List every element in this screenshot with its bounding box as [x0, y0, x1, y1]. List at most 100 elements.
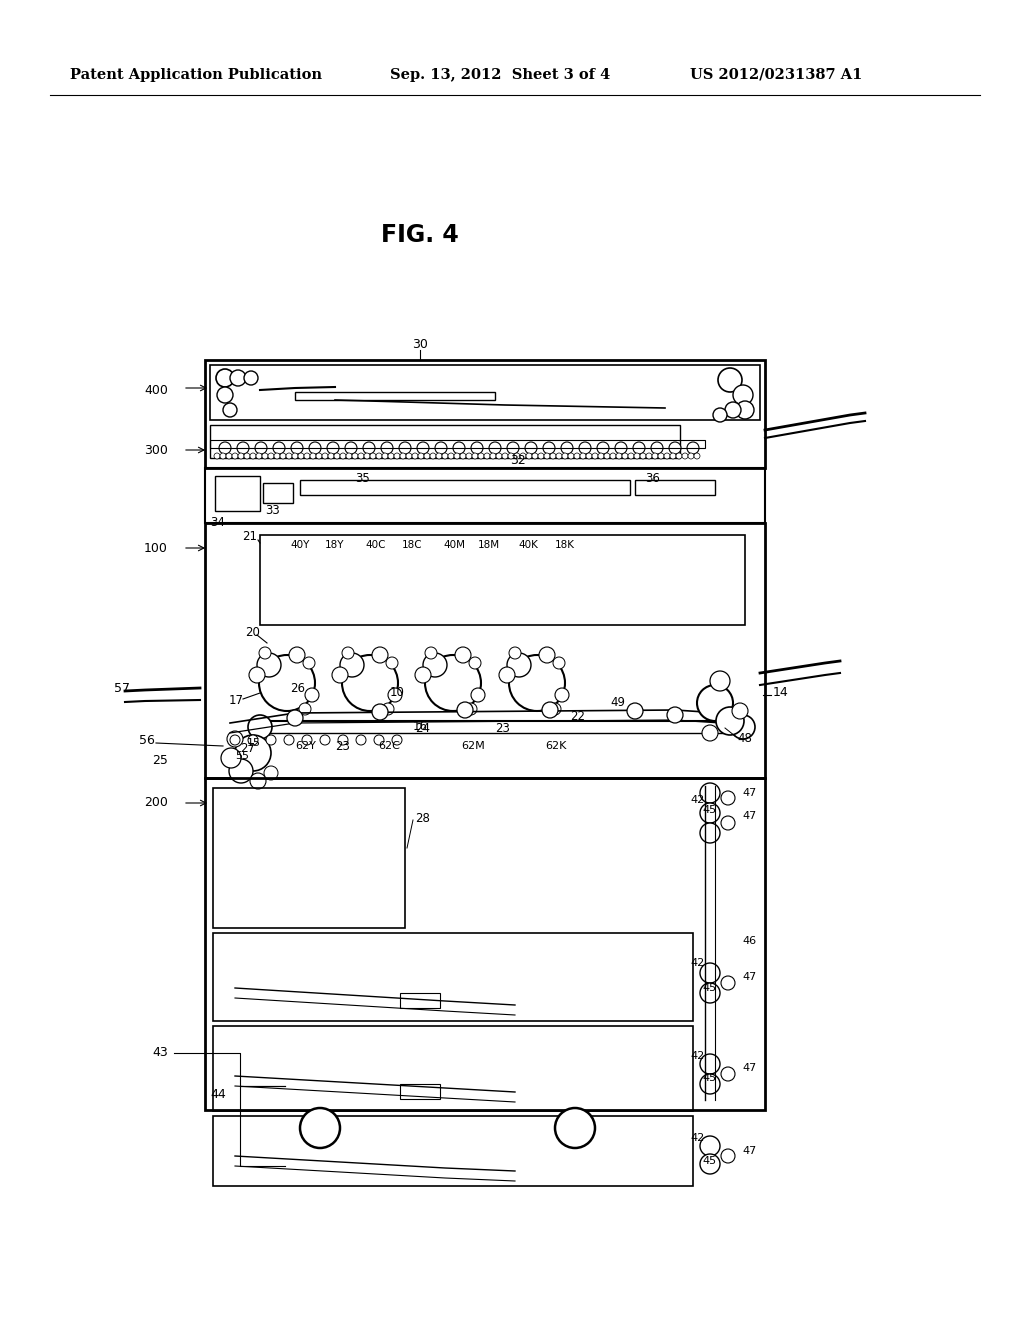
Circle shape — [700, 1053, 720, 1074]
Circle shape — [280, 453, 286, 459]
Circle shape — [532, 453, 538, 459]
Circle shape — [646, 453, 652, 459]
Bar — [400, 1084, 440, 1100]
Circle shape — [700, 1137, 720, 1156]
Circle shape — [478, 453, 484, 459]
Circle shape — [667, 708, 683, 723]
Circle shape — [327, 442, 339, 454]
Circle shape — [721, 791, 735, 805]
Text: 45: 45 — [702, 983, 716, 993]
Circle shape — [388, 688, 402, 702]
Circle shape — [340, 653, 364, 677]
Text: FIG. 4: FIG. 4 — [381, 223, 459, 247]
Text: 16: 16 — [413, 719, 427, 733]
Circle shape — [309, 442, 321, 454]
Circle shape — [298, 453, 304, 459]
Circle shape — [406, 453, 412, 459]
Text: 47: 47 — [742, 788, 757, 799]
Circle shape — [223, 403, 237, 417]
Circle shape — [374, 735, 384, 744]
Text: 62K: 62K — [545, 741, 566, 751]
Circle shape — [256, 453, 262, 459]
Circle shape — [219, 442, 231, 454]
Circle shape — [220, 453, 226, 459]
Circle shape — [250, 774, 266, 789]
Circle shape — [449, 453, 454, 459]
Bar — [210, 440, 705, 447]
Circle shape — [388, 453, 394, 459]
Bar — [205, 777, 765, 1110]
Circle shape — [702, 725, 718, 741]
Circle shape — [362, 442, 375, 454]
Circle shape — [700, 1154, 720, 1173]
Circle shape — [634, 453, 640, 459]
Circle shape — [292, 453, 298, 459]
Circle shape — [687, 442, 699, 454]
Circle shape — [264, 766, 278, 780]
Circle shape — [669, 442, 681, 454]
Text: 40M: 40M — [443, 540, 465, 550]
Circle shape — [291, 442, 303, 454]
Circle shape — [430, 453, 436, 459]
Circle shape — [721, 1148, 735, 1163]
Text: 47: 47 — [742, 810, 757, 821]
Circle shape — [579, 442, 591, 454]
Circle shape — [346, 453, 352, 459]
Circle shape — [266, 735, 276, 744]
Circle shape — [732, 704, 748, 719]
Circle shape — [598, 453, 604, 459]
Circle shape — [484, 453, 490, 459]
Circle shape — [394, 453, 400, 459]
Circle shape — [688, 453, 694, 459]
Text: 17: 17 — [229, 694, 244, 708]
Text: Sep. 13, 2012  Sheet 3 of 4: Sep. 13, 2012 Sheet 3 of 4 — [390, 69, 610, 82]
Text: 56: 56 — [139, 734, 155, 747]
Text: 20: 20 — [245, 627, 260, 639]
Text: 28: 28 — [415, 812, 430, 825]
Circle shape — [302, 735, 312, 744]
Text: 200: 200 — [144, 796, 168, 809]
Circle shape — [237, 442, 249, 454]
Circle shape — [370, 453, 376, 459]
Text: 23: 23 — [495, 722, 510, 734]
Circle shape — [718, 368, 742, 392]
Circle shape — [412, 453, 418, 459]
Circle shape — [489, 442, 501, 454]
Bar — [205, 469, 765, 523]
Circle shape — [682, 453, 688, 459]
Circle shape — [622, 453, 628, 459]
Text: 36: 36 — [645, 471, 659, 484]
Text: 40K: 40K — [518, 540, 538, 550]
Circle shape — [676, 453, 682, 459]
Text: 49: 49 — [610, 697, 625, 710]
Circle shape — [364, 453, 370, 459]
Circle shape — [322, 453, 328, 459]
Circle shape — [721, 816, 735, 830]
Circle shape — [415, 667, 431, 682]
Circle shape — [633, 442, 645, 454]
Text: 23: 23 — [335, 739, 350, 752]
Text: 40Y: 40Y — [290, 540, 309, 550]
Circle shape — [507, 442, 519, 454]
Circle shape — [610, 453, 616, 459]
Circle shape — [303, 657, 315, 669]
Bar — [260, 535, 745, 624]
Circle shape — [289, 647, 305, 663]
Circle shape — [733, 385, 753, 405]
Text: US 2012/0231387 A1: US 2012/0231387 A1 — [690, 69, 862, 82]
Circle shape — [342, 655, 398, 711]
Text: 44: 44 — [210, 1089, 225, 1101]
Circle shape — [700, 803, 720, 822]
Circle shape — [423, 653, 447, 677]
Circle shape — [284, 735, 294, 744]
Text: 35: 35 — [355, 471, 370, 484]
Circle shape — [316, 453, 322, 459]
Circle shape — [340, 453, 346, 459]
Text: 34: 34 — [210, 516, 225, 529]
Circle shape — [257, 653, 281, 677]
Circle shape — [561, 442, 573, 454]
Circle shape — [217, 387, 233, 403]
Circle shape — [304, 453, 310, 459]
Text: 62Y: 62Y — [295, 741, 315, 751]
Circle shape — [697, 685, 733, 721]
